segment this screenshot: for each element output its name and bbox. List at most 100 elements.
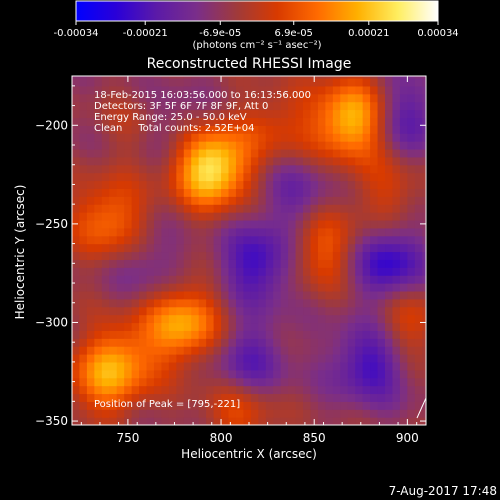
heatmap-cell: [191, 204, 200, 213]
heatmap-cell: [355, 346, 364, 355]
heatmap-cell: [377, 283, 386, 292]
heatmap-cell: [168, 354, 177, 363]
heatmap-cell: [191, 141, 200, 150]
heatmap-cell: [191, 156, 200, 166]
heatmap-cell: [273, 133, 282, 142]
heatmap-cell: [191, 314, 200, 324]
heatmap-cell: [265, 227, 274, 237]
heatmap-cell: [206, 275, 215, 284]
heatmap-cell: [79, 385, 88, 395]
heatmap-cell: [101, 180, 110, 189]
heatmap-cell: [72, 346, 81, 355]
heatmap-cell: [414, 393, 423, 402]
heatmap-cell: [258, 409, 267, 418]
heatmap-cell: [206, 164, 215, 174]
heatmap-cell: [332, 76, 341, 79]
heatmap-cell: [86, 385, 95, 395]
heatmap-cell: [332, 164, 341, 174]
heatmap-cell: [206, 117, 215, 126]
heatmap-cell: [288, 354, 297, 363]
heatmap-cell: [385, 227, 394, 237]
heatmap-cell: [422, 401, 426, 410]
heatmap-cell: [79, 141, 88, 150]
heatmap-cell: [250, 148, 259, 158]
heatmap-cell: [139, 117, 148, 126]
heatmap-cell: [392, 385, 401, 395]
heatmap-cell: [250, 377, 259, 387]
heatmap-cell: [79, 338, 88, 347]
heatmap-cell: [146, 393, 155, 402]
heatmap-cell: [131, 330, 140, 339]
heatmap-cell: [377, 180, 386, 189]
heatmap-cell: [228, 85, 237, 95]
heatmap-cell: [109, 330, 118, 339]
heatmap-cell: [332, 290, 341, 300]
heatmap-cell: [258, 306, 267, 316]
heatmap-cell: [116, 330, 125, 339]
heatmap-cell: [191, 243, 200, 253]
heatmap-cell: [213, 275, 222, 284]
heatmap-cell: [109, 180, 118, 189]
heatmap-cell: [422, 322, 426, 331]
heatmap-cell: [101, 204, 110, 213]
heatmap-cell: [332, 322, 341, 331]
heatmap-cell: [258, 101, 267, 111]
heatmap-cell: [317, 385, 326, 395]
heatmap-cell: [198, 401, 207, 410]
heatmap-cell: [385, 125, 394, 134]
heatmap-cell: [101, 298, 110, 308]
heatmap-cell: [265, 306, 274, 316]
heatmap-cell: [392, 164, 401, 174]
heatmap-cell: [310, 243, 319, 253]
heatmap-cell: [377, 259, 386, 268]
heatmap-cell: [377, 267, 386, 276]
heatmap-cell: [310, 346, 319, 355]
heatmap-cell: [176, 298, 185, 308]
heatmap-cell: [385, 172, 394, 182]
heatmap-cell: [347, 298, 356, 308]
heatmap-cell: [191, 330, 200, 339]
heatmap-cell: [243, 369, 252, 379]
heatmap-cell: [310, 283, 319, 292]
heatmap-cell: [235, 196, 245, 205]
heatmap-cell: [399, 77, 408, 87]
heatmap-cell: [422, 346, 426, 355]
heatmap-cell: [407, 361, 416, 371]
heatmap-cell: [101, 196, 110, 205]
heatmap-cell: [295, 322, 304, 331]
heatmap-cell: [161, 338, 170, 347]
heatmap-cell: [101, 306, 110, 316]
heatmap-cell: [355, 156, 364, 166]
heatmap-cell: [228, 377, 237, 387]
heatmap-cell: [161, 330, 170, 339]
heatmap-cell: [131, 117, 140, 126]
heatmap-cell: [355, 133, 364, 142]
heatmap-cell: [370, 204, 379, 213]
heatmap-cell: [86, 101, 95, 111]
heatmap-cell: [161, 212, 170, 221]
heatmap-cell: [116, 156, 125, 166]
heatmap-cell: [422, 393, 426, 402]
heatmap-cell: [213, 417, 222, 425]
heatmap-cell: [168, 172, 177, 182]
heatmap-cell: [79, 346, 88, 355]
heatmap-cell: [243, 125, 252, 134]
heatmap-cell: [94, 125, 103, 134]
heatmap-cell: [161, 267, 170, 276]
heatmap-cell: [288, 267, 297, 276]
heatmap-cell: [332, 377, 341, 387]
heatmap-cell: [310, 101, 319, 111]
heatmap-cell: [317, 148, 326, 158]
heatmap-cell: [422, 76, 426, 79]
heatmap-cell: [109, 251, 118, 260]
heatmap-cell: [191, 361, 200, 371]
heatmap-cell: [265, 93, 274, 103]
heatmap-cell: [265, 133, 274, 142]
heatmap-cell: [280, 77, 289, 87]
heatmap-cell: [198, 227, 207, 237]
heatmap-cell: [176, 109, 185, 119]
heatmap-cell: [168, 314, 177, 324]
heatmap-cell: [168, 409, 177, 418]
heatmap-cell: [109, 148, 118, 158]
heatmap-cell: [310, 361, 319, 371]
